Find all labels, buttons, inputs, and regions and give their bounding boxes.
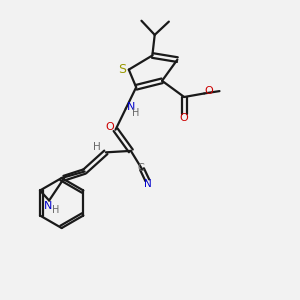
Text: H: H <box>132 108 139 118</box>
Text: O: O <box>180 113 188 124</box>
Text: C: C <box>137 163 144 173</box>
Text: H: H <box>92 142 100 152</box>
Text: O: O <box>205 86 214 96</box>
Text: S: S <box>118 63 126 76</box>
Text: N: N <box>44 201 52 211</box>
Text: N: N <box>144 179 152 189</box>
Text: O: O <box>106 122 115 132</box>
Text: N: N <box>127 102 136 112</box>
Text: H: H <box>52 205 59 215</box>
